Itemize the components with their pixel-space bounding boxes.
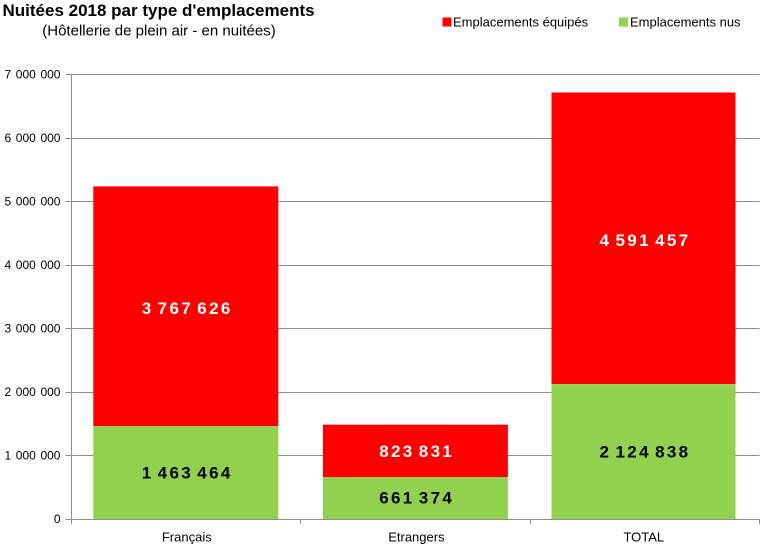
svg-text:1 000 000: 1 000 000 (5, 449, 61, 463)
svg-text:661 374: 661 374 (379, 488, 454, 507)
svg-text:Etrangers: Etrangers (388, 530, 445, 545)
svg-text:3 767 626: 3 767 626 (142, 299, 233, 318)
svg-text:Emplacements nus: Emplacements nus (630, 14, 741, 29)
svg-text:0: 0 (54, 512, 61, 526)
svg-text:TOTAL: TOTAL (623, 530, 664, 545)
svg-text:Nuitées 2018 par type d'emplac: Nuitées 2018 par type d'emplacements (3, 1, 315, 20)
svg-text:2 124 838: 2 124 838 (600, 442, 691, 461)
svg-text:1 463 464: 1 463 464 (142, 464, 233, 483)
svg-text:5 000 000: 5 000 000 (5, 195, 61, 209)
svg-text:(Hôtellerie de plein air - en: (Hôtellerie de plein air - en nuitées) (42, 22, 275, 39)
svg-text:Emplacements équipés: Emplacements équipés (453, 14, 589, 29)
svg-text:2 000 000: 2 000 000 (5, 385, 61, 399)
svg-text:Français: Français (162, 530, 212, 545)
svg-text:823 831: 823 831 (379, 442, 454, 461)
svg-text:4 591 457: 4 591 457 (600, 231, 691, 250)
svg-text:7 000 000: 7 000 000 (5, 68, 61, 82)
svg-text:6 000 000: 6 000 000 (5, 131, 61, 145)
svg-text:3 000 000: 3 000 000 (5, 322, 61, 336)
svg-text:4 000 000: 4 000 000 (5, 258, 61, 272)
